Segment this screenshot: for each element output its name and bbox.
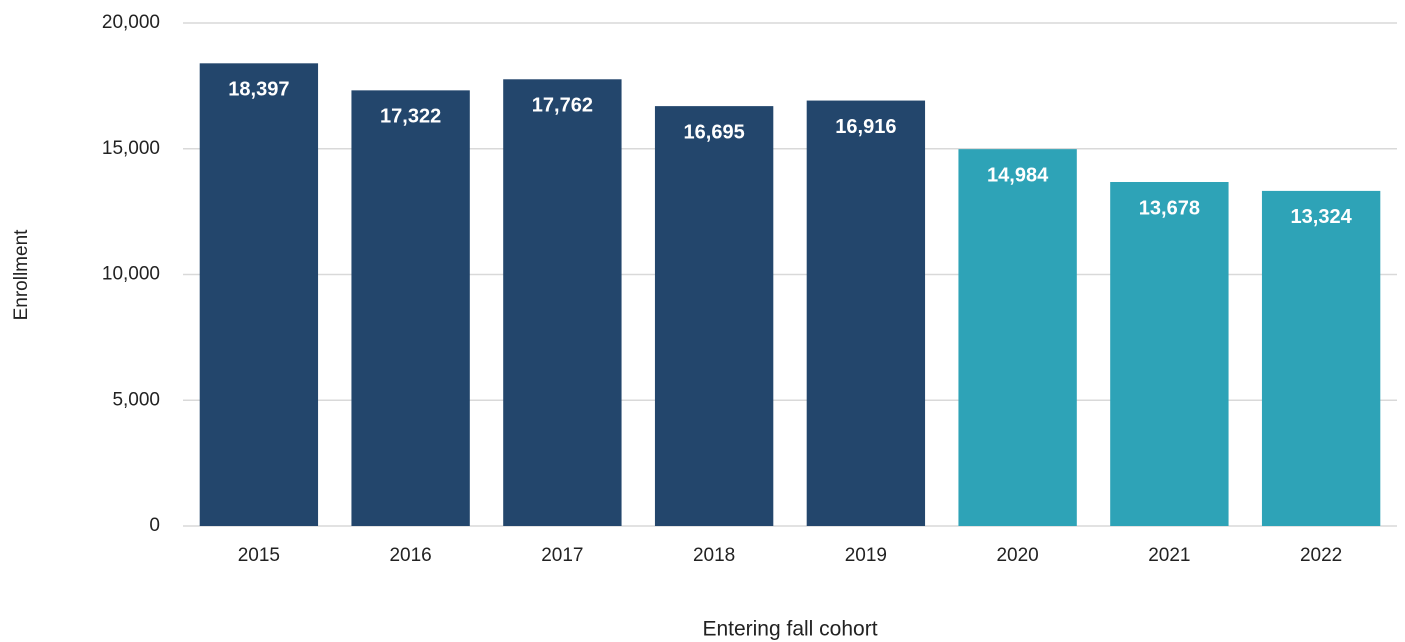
bar [958,149,1077,526]
x-tick-label: 2017 [541,545,583,566]
value-label: 17,762 [532,95,593,117]
x-tick-label: 2020 [996,545,1038,566]
x-tick-label: 2019 [845,545,887,566]
x-tick-label: 2021 [1148,545,1190,566]
x-axis-label: Entering fall cohort [702,618,877,641]
bar [199,63,319,526]
y-tick-label: 10,000 [102,264,160,285]
value-label: 18,397 [228,79,289,101]
bar [351,90,470,527]
value-label: 13,324 [1291,206,1353,228]
bar [503,79,622,526]
y-axis-label: Enrollment [11,229,32,321]
y-tick-label: 15,000 [102,138,160,159]
bar [1110,181,1229,527]
x-tick-label: 2018 [693,545,735,566]
x-tick-label: 2015 [238,545,280,566]
value-label: 16,916 [835,116,896,138]
value-label: 16,695 [684,121,745,143]
bar [1261,190,1381,526]
bar [654,106,774,526]
x-tick-label: 2022 [1300,545,1342,566]
x-tick-label: 2016 [389,545,431,566]
y-tick-label: 0 [149,515,160,536]
value-label: 14,984 [987,164,1049,186]
y-tick-label: 5,000 [112,389,160,410]
bar [806,100,926,527]
value-label: 13,678 [1139,197,1200,219]
y-tick-label: 20,000 [102,12,160,33]
value-label: 17,322 [380,106,441,128]
